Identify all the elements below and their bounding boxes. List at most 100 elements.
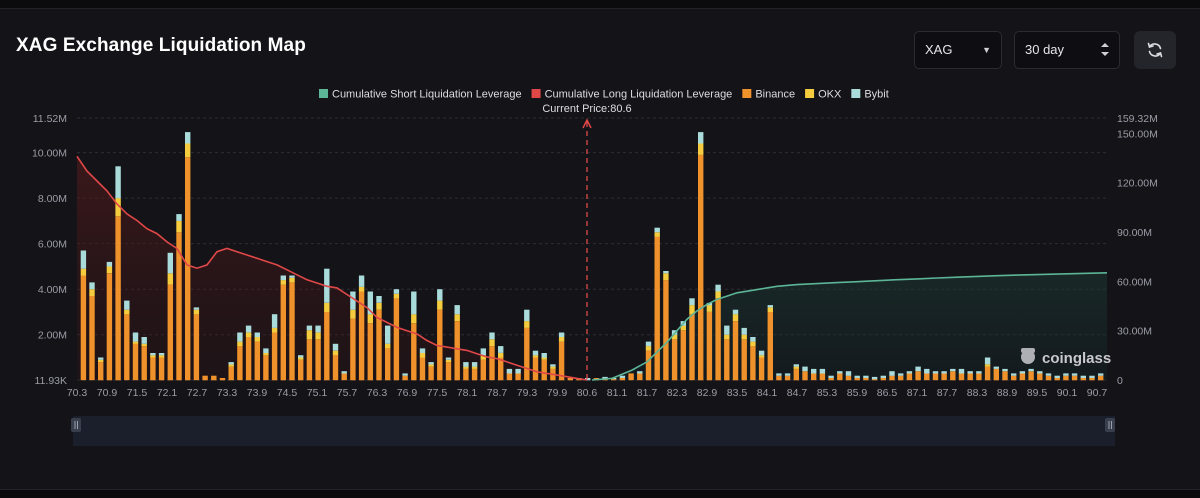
bar-binance-24[interactable]: [289, 282, 295, 381]
bar-binance-77[interactable]: [750, 346, 756, 381]
bar-binance-43[interactable]: [454, 321, 460, 381]
bar-binance-26[interactable]: [306, 339, 313, 381]
bar-binance-95[interactable]: [906, 373, 913, 381]
bar-bybit-44[interactable]: [463, 362, 469, 367]
bar-binance-11[interactable]: [176, 232, 182, 381]
bar-bybit-93[interactable]: [889, 371, 895, 376]
coin-select[interactable]: XAG ▼: [914, 31, 1002, 69]
bar-bybit-113[interactable]: [1063, 373, 1069, 376]
bar-bybit-108[interactable]: [1019, 371, 1026, 374]
bar-bybit-7[interactable]: [141, 337, 147, 344]
bar-bybit-52[interactable]: [532, 350, 539, 356]
bar-binance-62[interactable]: [619, 378, 626, 381]
bar-bybit-19[interactable]: [245, 325, 252, 333]
bar-bybit-49[interactable]: [506, 368, 513, 374]
bar-bybit-85[interactable]: [819, 368, 826, 374]
bar-binance-39[interactable]: [419, 357, 426, 381]
bar-bybit-5[interactable]: [124, 300, 130, 310]
bar-okx-69[interactable]: [680, 325, 686, 331]
bar-binance-78[interactable]: [758, 357, 765, 381]
bar-bybit-27[interactable]: [315, 325, 321, 333]
bar-binance-19[interactable]: [245, 337, 252, 381]
bar-bybit-96[interactable]: [915, 366, 921, 372]
bar-okx-33[interactable]: [367, 314, 373, 324]
bar-okx-29[interactable]: [332, 350, 339, 356]
bar-binance-83[interactable]: [802, 371, 808, 381]
bar-bybit-100[interactable]: [950, 368, 956, 372]
bar-binance-44[interactable]: [463, 368, 469, 381]
legend-label-1[interactable]: Cumulative Long Liquidation Leverage: [545, 89, 733, 101]
bar-bybit-117[interactable]: [1098, 373, 1104, 376]
bar-binance-111[interactable]: [1045, 375, 1052, 381]
bar-binance-99[interactable]: [941, 373, 947, 381]
bar-okx-70[interactable]: [689, 305, 695, 315]
bar-binance-41[interactable]: [437, 309, 443, 381]
bar-okx-24[interactable]: [289, 277, 295, 283]
bar-binance-56[interactable]: [567, 378, 573, 381]
bar-bybit-42[interactable]: [445, 357, 452, 360]
bar-bybit-116[interactable]: [1089, 375, 1095, 378]
bar-binance-23[interactable]: [280, 284, 286, 381]
bar-binance-84[interactable]: [811, 373, 817, 381]
bar-bybit-114[interactable]: [1071, 373, 1078, 376]
bar-bybit-77[interactable]: [750, 337, 756, 342]
bar-binance-113[interactable]: [1063, 375, 1069, 381]
bar-bybit-112[interactable]: [1054, 375, 1060, 378]
bar-bybit-55[interactable]: [558, 332, 565, 338]
bar-bybit-105[interactable]: [993, 366, 999, 369]
slider-track[interactable]: [73, 416, 1115, 446]
zoom-slider[interactable]: [71, 416, 1115, 446]
bar-bybit-4[interactable]: [115, 166, 121, 199]
slider-handle-left[interactable]: [71, 418, 81, 432]
bar-bybit-76[interactable]: [741, 327, 747, 335]
bar-bybit-71[interactable]: [698, 132, 704, 144]
bar-okx-21[interactable]: [263, 353, 269, 356]
bar-binance-67[interactable]: [663, 280, 669, 381]
bar-okx-67[interactable]: [663, 273, 669, 281]
bar-binance-12[interactable]: [185, 157, 191, 381]
legend-swatch-3[interactable]: [805, 89, 815, 98]
bar-binance-52[interactable]: [532, 357, 539, 381]
bar-binance-50[interactable]: [515, 373, 521, 381]
bar-binance-90[interactable]: [863, 378, 869, 381]
bar-okx-82[interactable]: [793, 366, 799, 369]
bar-bybit-37[interactable]: [402, 373, 408, 376]
bar-bybit-81[interactable]: [784, 373, 791, 376]
bar-bybit-10[interactable]: [167, 252, 173, 274]
bar-okx-74[interactable]: [724, 334, 730, 340]
bar-bybit-47[interactable]: [489, 332, 495, 340]
bar-okx-47[interactable]: [489, 339, 495, 347]
bar-binance-64[interactable]: [637, 373, 643, 381]
bar-bybit-2[interactable]: [98, 357, 104, 360]
bar-okx-8[interactable]: [150, 355, 156, 358]
bar-bybit-104[interactable]: [984, 357, 991, 365]
bar-binance-38[interactable]: [411, 323, 417, 381]
bar-okx-9[interactable]: [158, 355, 165, 358]
bar-binance-0[interactable]: [80, 275, 87, 381]
bar-bybit-107[interactable]: [1011, 373, 1017, 376]
bar-bybit-67[interactable]: [663, 271, 669, 274]
bar-okx-7[interactable]: [141, 343, 147, 347]
bar-bybit-9[interactable]: [158, 353, 165, 356]
bar-binance-86[interactable]: [828, 378, 834, 381]
bar-binance-91[interactable]: [871, 379, 878, 381]
bar-binance-74[interactable]: [724, 339, 730, 381]
bar-bybit-51[interactable]: [524, 309, 530, 322]
bar-binance-37[interactable]: [402, 375, 408, 381]
bar-binance-14[interactable]: [202, 375, 208, 381]
bar-binance-31[interactable]: [350, 318, 356, 381]
bar-okx-71[interactable]: [698, 143, 704, 155]
bar-bybit-87[interactable]: [837, 371, 843, 374]
bar-binance-17[interactable]: [228, 366, 234, 381]
bar-binance-32[interactable]: [358, 291, 365, 381]
bar-bybit-33[interactable]: [367, 291, 373, 315]
bar-bybit-38[interactable]: [411, 291, 417, 315]
bar-bybit-65[interactable]: [645, 341, 652, 347]
bar-bybit-35[interactable]: [385, 325, 391, 344]
bar-binance-66[interactable]: [654, 236, 660, 381]
bar-bybit-75[interactable]: [732, 309, 739, 315]
bar-bybit-103[interactable]: [976, 371, 982, 374]
bar-bybit-82[interactable]: [793, 364, 799, 367]
bar-okx-45[interactable]: [471, 366, 478, 369]
bar-bybit-89[interactable]: [854, 375, 860, 378]
